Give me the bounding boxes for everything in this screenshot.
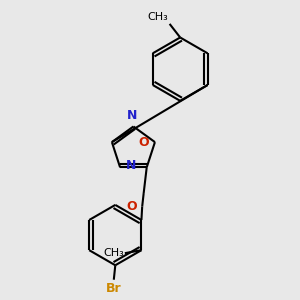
Text: N: N bbox=[125, 159, 136, 172]
Text: N: N bbox=[127, 109, 137, 122]
Text: CH₃: CH₃ bbox=[103, 248, 124, 258]
Text: Br: Br bbox=[106, 282, 122, 295]
Text: O: O bbox=[126, 200, 137, 213]
Text: O: O bbox=[139, 136, 149, 148]
Text: CH₃: CH₃ bbox=[147, 12, 168, 22]
